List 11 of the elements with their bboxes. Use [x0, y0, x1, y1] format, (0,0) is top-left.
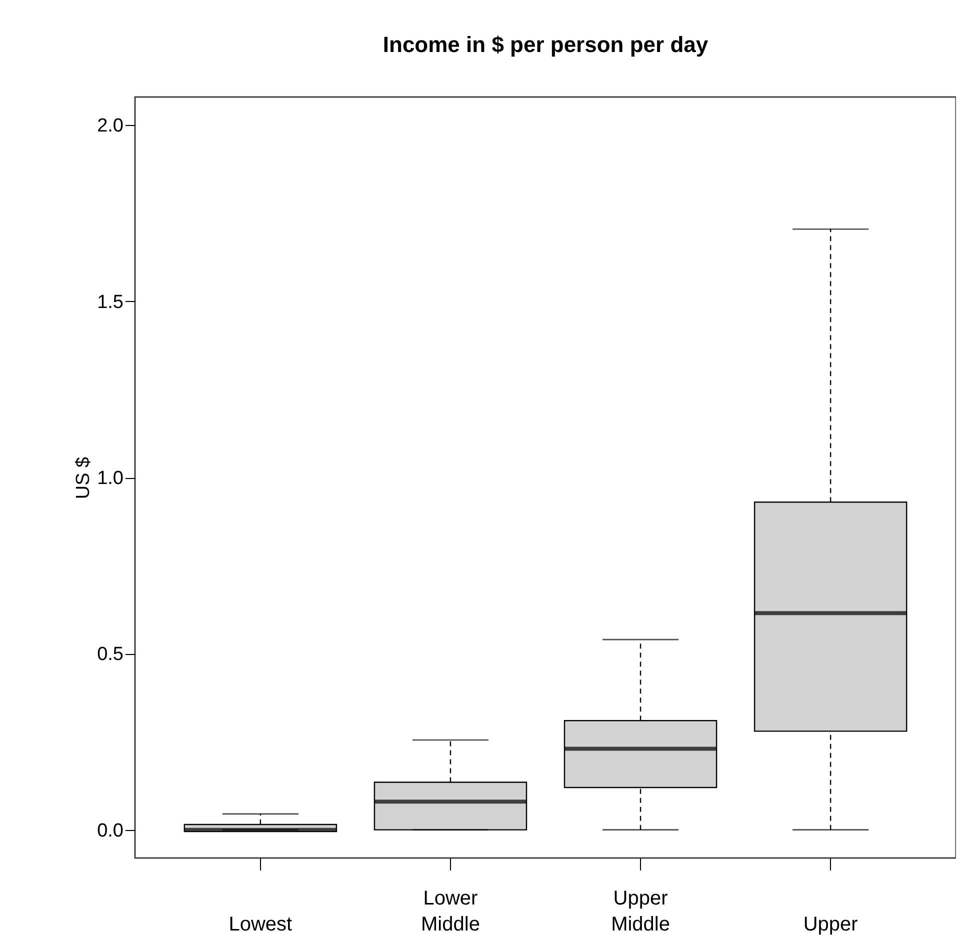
y-tick-label: 2.0 [97, 116, 124, 137]
x-tick-label: Upper [803, 914, 858, 936]
y-tick-label: 1.5 [97, 292, 124, 313]
y-tick-label: 0.5 [97, 644, 124, 666]
chart-title: Income in $ per person per day [382, 32, 709, 57]
x-tick-label: Upper Middle [611, 888, 670, 936]
x-tick-label: Lowest [228, 914, 293, 936]
y-tick-label: 1.0 [97, 468, 124, 489]
x-tick-label: Lower Middle [421, 888, 480, 936]
y-tick-label: 0.0 [97, 820, 124, 842]
y-axis-title: US $ [73, 456, 94, 500]
